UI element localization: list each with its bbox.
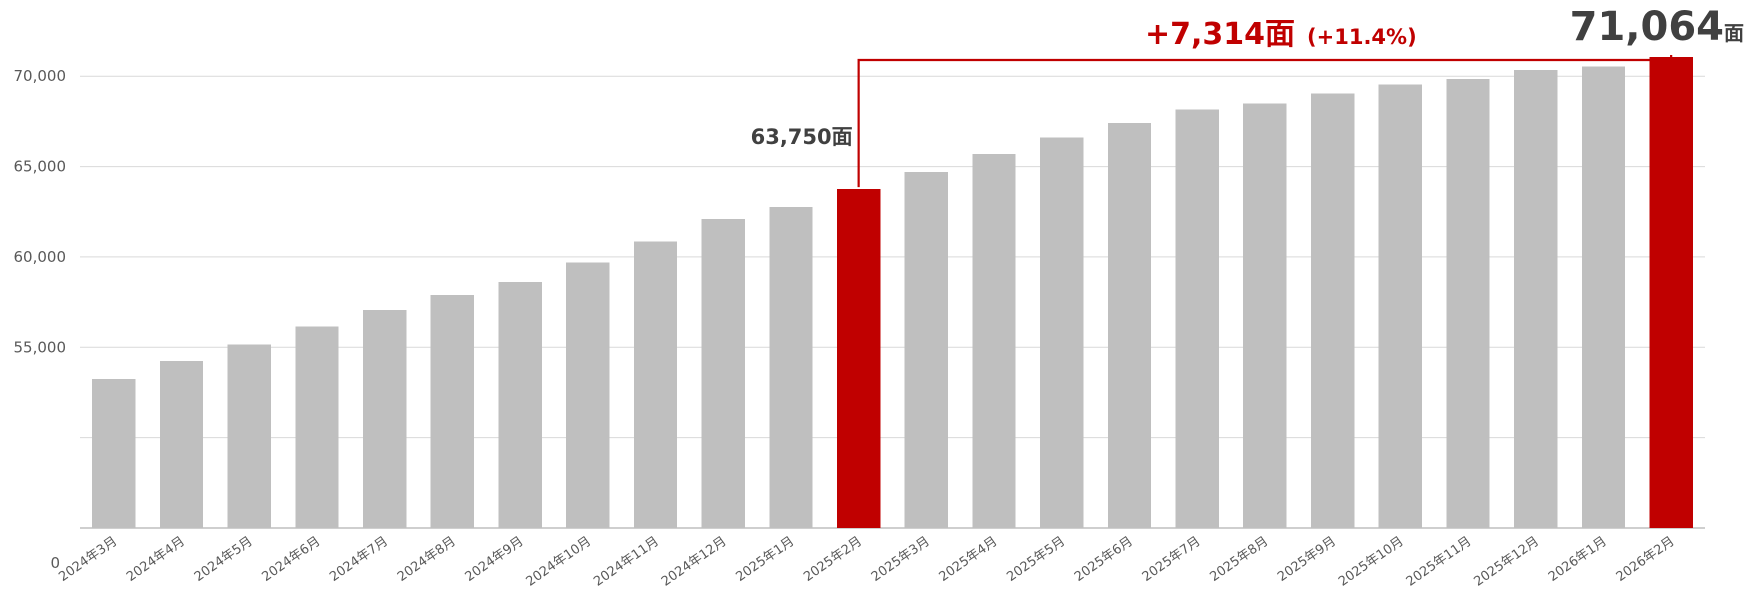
- x-tick-label: 2024年11月: [591, 534, 662, 590]
- x-tick-label: 2025年10月: [1336, 534, 1407, 590]
- bars-layer: [92, 56, 1693, 529]
- bar: [1175, 109, 1219, 529]
- y-labels-layer: 0 55,000 60,000 65,000 70,000: [14, 67, 67, 572]
- bar: [1378, 84, 1422, 528]
- x-tick-label: 2025年2月: [801, 534, 865, 585]
- x-tick-label: 2025年3月: [869, 534, 933, 585]
- x-tick-label: 2024年8月: [395, 534, 459, 585]
- x-tick-label: 2026年1月: [1546, 534, 1610, 585]
- bar: [363, 310, 407, 528]
- increase-bracket-line: [857, 54, 1673, 188]
- y-tick-label: 65,000: [14, 158, 67, 176]
- bar: [1107, 123, 1152, 528]
- bar: [904, 171, 949, 528]
- x-tick-label: 2024年6月: [259, 534, 323, 585]
- bar: [1514, 69, 1558, 528]
- x-tick-label: 2025年11月: [1404, 534, 1475, 590]
- start-value-label: 63,750面: [751, 125, 853, 149]
- end-value-number: 71,064: [1570, 4, 1724, 50]
- bar: [701, 218, 745, 528]
- x-tick-label: 2025年8月: [1207, 534, 1271, 585]
- bar: [836, 189, 881, 529]
- y-tick-label: 60,000: [14, 248, 67, 266]
- x-tick-label: 2025年5月: [1004, 534, 1068, 585]
- bar: [1581, 66, 1626, 529]
- x-tick-label: 2025年4月: [937, 534, 1001, 585]
- x-tick-label: 2024年5月: [192, 534, 256, 585]
- increase-amount: +7,314面: [1145, 17, 1295, 52]
- increase-percent: (+11.4%): [1307, 25, 1417, 49]
- end-value-label: 71,064面: [1570, 4, 1744, 50]
- bar: [295, 326, 339, 528]
- x-tick-label: 2024年10月: [524, 534, 595, 590]
- increase-label: +7,314面 (+11.4%): [1145, 17, 1417, 52]
- bar: [1243, 103, 1287, 529]
- x-tick-label: 2024年9月: [463, 534, 527, 585]
- bar: [769, 207, 813, 528]
- x-tick-label: 2024年12月: [659, 534, 730, 590]
- x-tick-label: 2025年7月: [1140, 534, 1204, 585]
- x-tick-label: 2024年4月: [124, 534, 188, 585]
- bar: [633, 241, 678, 528]
- y-tick-label: 0: [50, 554, 60, 572]
- bar: [92, 378, 136, 528]
- bar: [1649, 56, 1693, 528]
- bar: [972, 153, 1016, 528]
- bar: [1040, 137, 1084, 528]
- end-value-unit: 面: [1724, 21, 1744, 45]
- x-tick-label: 2024年7月: [327, 534, 391, 585]
- bar: [430, 294, 475, 528]
- y-tick-label: 70,000: [14, 67, 67, 85]
- bar: [1446, 78, 1490, 529]
- x-tick-label: 2025年1月: [733, 534, 797, 585]
- x-labels-layer: 2024年3月 2024年4月 2024年5月 2024年6月 2024年7月 2024年…: [56, 534, 1677, 590]
- bar: [566, 262, 610, 528]
- bar: [227, 344, 271, 528]
- x-tick-label: 2025年6月: [1072, 534, 1136, 585]
- y-tick-label: 55,000: [14, 338, 67, 356]
- x-tick-label: 2024年3月: [56, 534, 120, 585]
- annotation-layer: 63,750面 71,064面 +7,314面 (+11.4%): [751, 4, 1744, 188]
- bar: [1310, 93, 1355, 528]
- x-tick-label: 2026年2月: [1614, 534, 1678, 585]
- x-tick-label: 2025年9月: [1275, 534, 1339, 585]
- grid-layer: [80, 75, 1705, 529]
- x-tick-label: 2025年12月: [1471, 534, 1542, 590]
- bar: [159, 360, 204, 528]
- bar: [498, 282, 542, 528]
